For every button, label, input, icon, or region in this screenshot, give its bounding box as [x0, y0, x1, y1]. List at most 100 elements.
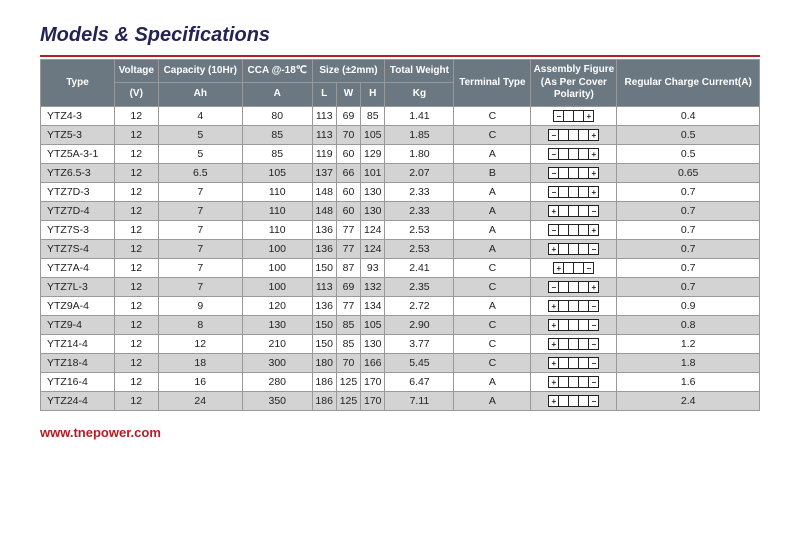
cell-cca: 85: [243, 144, 313, 163]
cell-assembly: −+: [531, 125, 617, 144]
cell-capacity: 5: [158, 144, 242, 163]
cell-charge: 0.7: [617, 182, 760, 201]
cell-capacity: 7: [158, 182, 242, 201]
cell-size-h: 124: [361, 220, 385, 239]
cell-type: YTZ6.5-3: [41, 163, 115, 182]
cell-assembly: +−: [531, 258, 617, 277]
cell-size-h: 85: [361, 106, 385, 125]
cell-weight: 3.77: [385, 334, 454, 353]
cell-type: YTZ9-4: [41, 315, 115, 334]
battery-cell-icon: −: [588, 357, 599, 369]
cell-terminal: A: [454, 372, 531, 391]
cell-voltage: 12: [115, 334, 159, 353]
cell-capacity: 16: [158, 372, 242, 391]
assembly-figure-icon: +−: [548, 243, 599, 255]
cell-cca: 80: [243, 106, 313, 125]
cell-cca: 210: [243, 334, 313, 353]
cell-type: YTZ7S-4: [41, 239, 115, 258]
cell-charge: 0.7: [617, 277, 760, 296]
cell-terminal: C: [454, 334, 531, 353]
cell-charge: 0.7: [617, 220, 760, 239]
cell-type: YTZ7L-3: [41, 277, 115, 296]
cell-weight: 2.53: [385, 220, 454, 239]
cell-voltage: 12: [115, 163, 159, 182]
cell-type: YTZ7A-4: [41, 258, 115, 277]
assembly-figure-icon: +−: [548, 300, 599, 312]
cell-assembly: +−: [531, 372, 617, 391]
cell-capacity: 12: [158, 334, 242, 353]
cell-terminal: A: [454, 391, 531, 410]
cell-size-w: 85: [336, 334, 360, 353]
table-row: YTZ16-412162801861251706.47A+−1.6: [41, 372, 760, 391]
table-row: YTZ7A-412710015087932.41C+−0.7: [41, 258, 760, 277]
th-voltage: Voltage: [115, 60, 159, 83]
assembly-figure-icon: +−: [553, 262, 594, 274]
battery-cell-icon: −: [588, 243, 599, 255]
cell-weight: 2.07: [385, 163, 454, 182]
table-row: YTZ24-412243501861251707.11A+−2.4: [41, 391, 760, 410]
cell-weight: 2.33: [385, 201, 454, 220]
battery-cell-icon: +: [583, 110, 594, 122]
table-row: YTZ7D-4127110148601302.33A+−0.7: [41, 201, 760, 220]
cell-type: YTZ16-4: [41, 372, 115, 391]
cell-cca: 300: [243, 353, 313, 372]
th-assembly: Assembly Figure (As Per Cover Polarity): [531, 60, 617, 107]
cell-size-l: 136: [312, 239, 336, 258]
cell-size-w: 87: [336, 258, 360, 277]
cell-size-l: 136: [312, 296, 336, 315]
table-row: YTZ5A-3-112585119601291.80A−+0.5: [41, 144, 760, 163]
site-url: www.tnepower.com: [40, 425, 760, 440]
table-row: YTZ5-312585113701051.85C−+0.5: [41, 125, 760, 144]
cell-assembly: +−: [531, 296, 617, 315]
assembly-figure-icon: −+: [548, 186, 599, 198]
cell-size-h: 170: [361, 372, 385, 391]
cell-size-w: 77: [336, 296, 360, 315]
cell-cca: 110: [243, 182, 313, 201]
cell-terminal: B: [454, 163, 531, 182]
cell-cca: 100: [243, 277, 313, 296]
page-title: Models & Specifications: [40, 24, 760, 47]
cell-cca: 100: [243, 239, 313, 258]
cell-voltage: 12: [115, 353, 159, 372]
cell-assembly: −+: [531, 277, 617, 296]
cell-capacity: 9: [158, 296, 242, 315]
cell-size-w: 125: [336, 372, 360, 391]
cell-size-h: 130: [361, 334, 385, 353]
battery-cell-icon: −: [588, 319, 599, 331]
battery-cell-icon: −: [588, 395, 599, 407]
cell-terminal: C: [454, 315, 531, 334]
cell-charge: 0.7: [617, 201, 760, 220]
cell-terminal: A: [454, 182, 531, 201]
cell-size-h: 130: [361, 182, 385, 201]
cell-terminal: A: [454, 296, 531, 315]
battery-cell-icon: +: [588, 186, 599, 198]
cell-size-w: 60: [336, 201, 360, 220]
cell-terminal: A: [454, 201, 531, 220]
cell-terminal: C: [454, 258, 531, 277]
cell-weight: 2.35: [385, 277, 454, 296]
cell-size-w: 85: [336, 315, 360, 334]
cell-cca: 85: [243, 125, 313, 144]
th-size-w: W: [336, 83, 360, 106]
cell-voltage: 12: [115, 220, 159, 239]
cell-weight: 2.53: [385, 239, 454, 258]
table-head: Type Voltage Capacity (10Hr) CCA @-18℃ S…: [41, 60, 760, 107]
cell-capacity: 7: [158, 239, 242, 258]
cell-size-h: 105: [361, 125, 385, 144]
cell-assembly: +−: [531, 201, 617, 220]
cell-terminal: A: [454, 239, 531, 258]
cell-capacity: 5: [158, 125, 242, 144]
th-size: Size (±2mm): [312, 60, 385, 83]
table-row: YTZ7S-4127100136771242.53A+−0.7: [41, 239, 760, 258]
cell-assembly: −+: [531, 144, 617, 163]
cell-capacity: 18: [158, 353, 242, 372]
cell-type: YTZ7S-3: [41, 220, 115, 239]
table-row: YTZ9A-4129120136771342.72A+−0.9: [41, 296, 760, 315]
assembly-figure-icon: +−: [548, 205, 599, 217]
cell-capacity: 6.5: [158, 163, 242, 182]
cell-type: YTZ14-4: [41, 334, 115, 353]
title-rule: [40, 55, 760, 57]
cell-size-l: 136: [312, 220, 336, 239]
cell-assembly: +−: [531, 239, 617, 258]
cell-size-w: 66: [336, 163, 360, 182]
